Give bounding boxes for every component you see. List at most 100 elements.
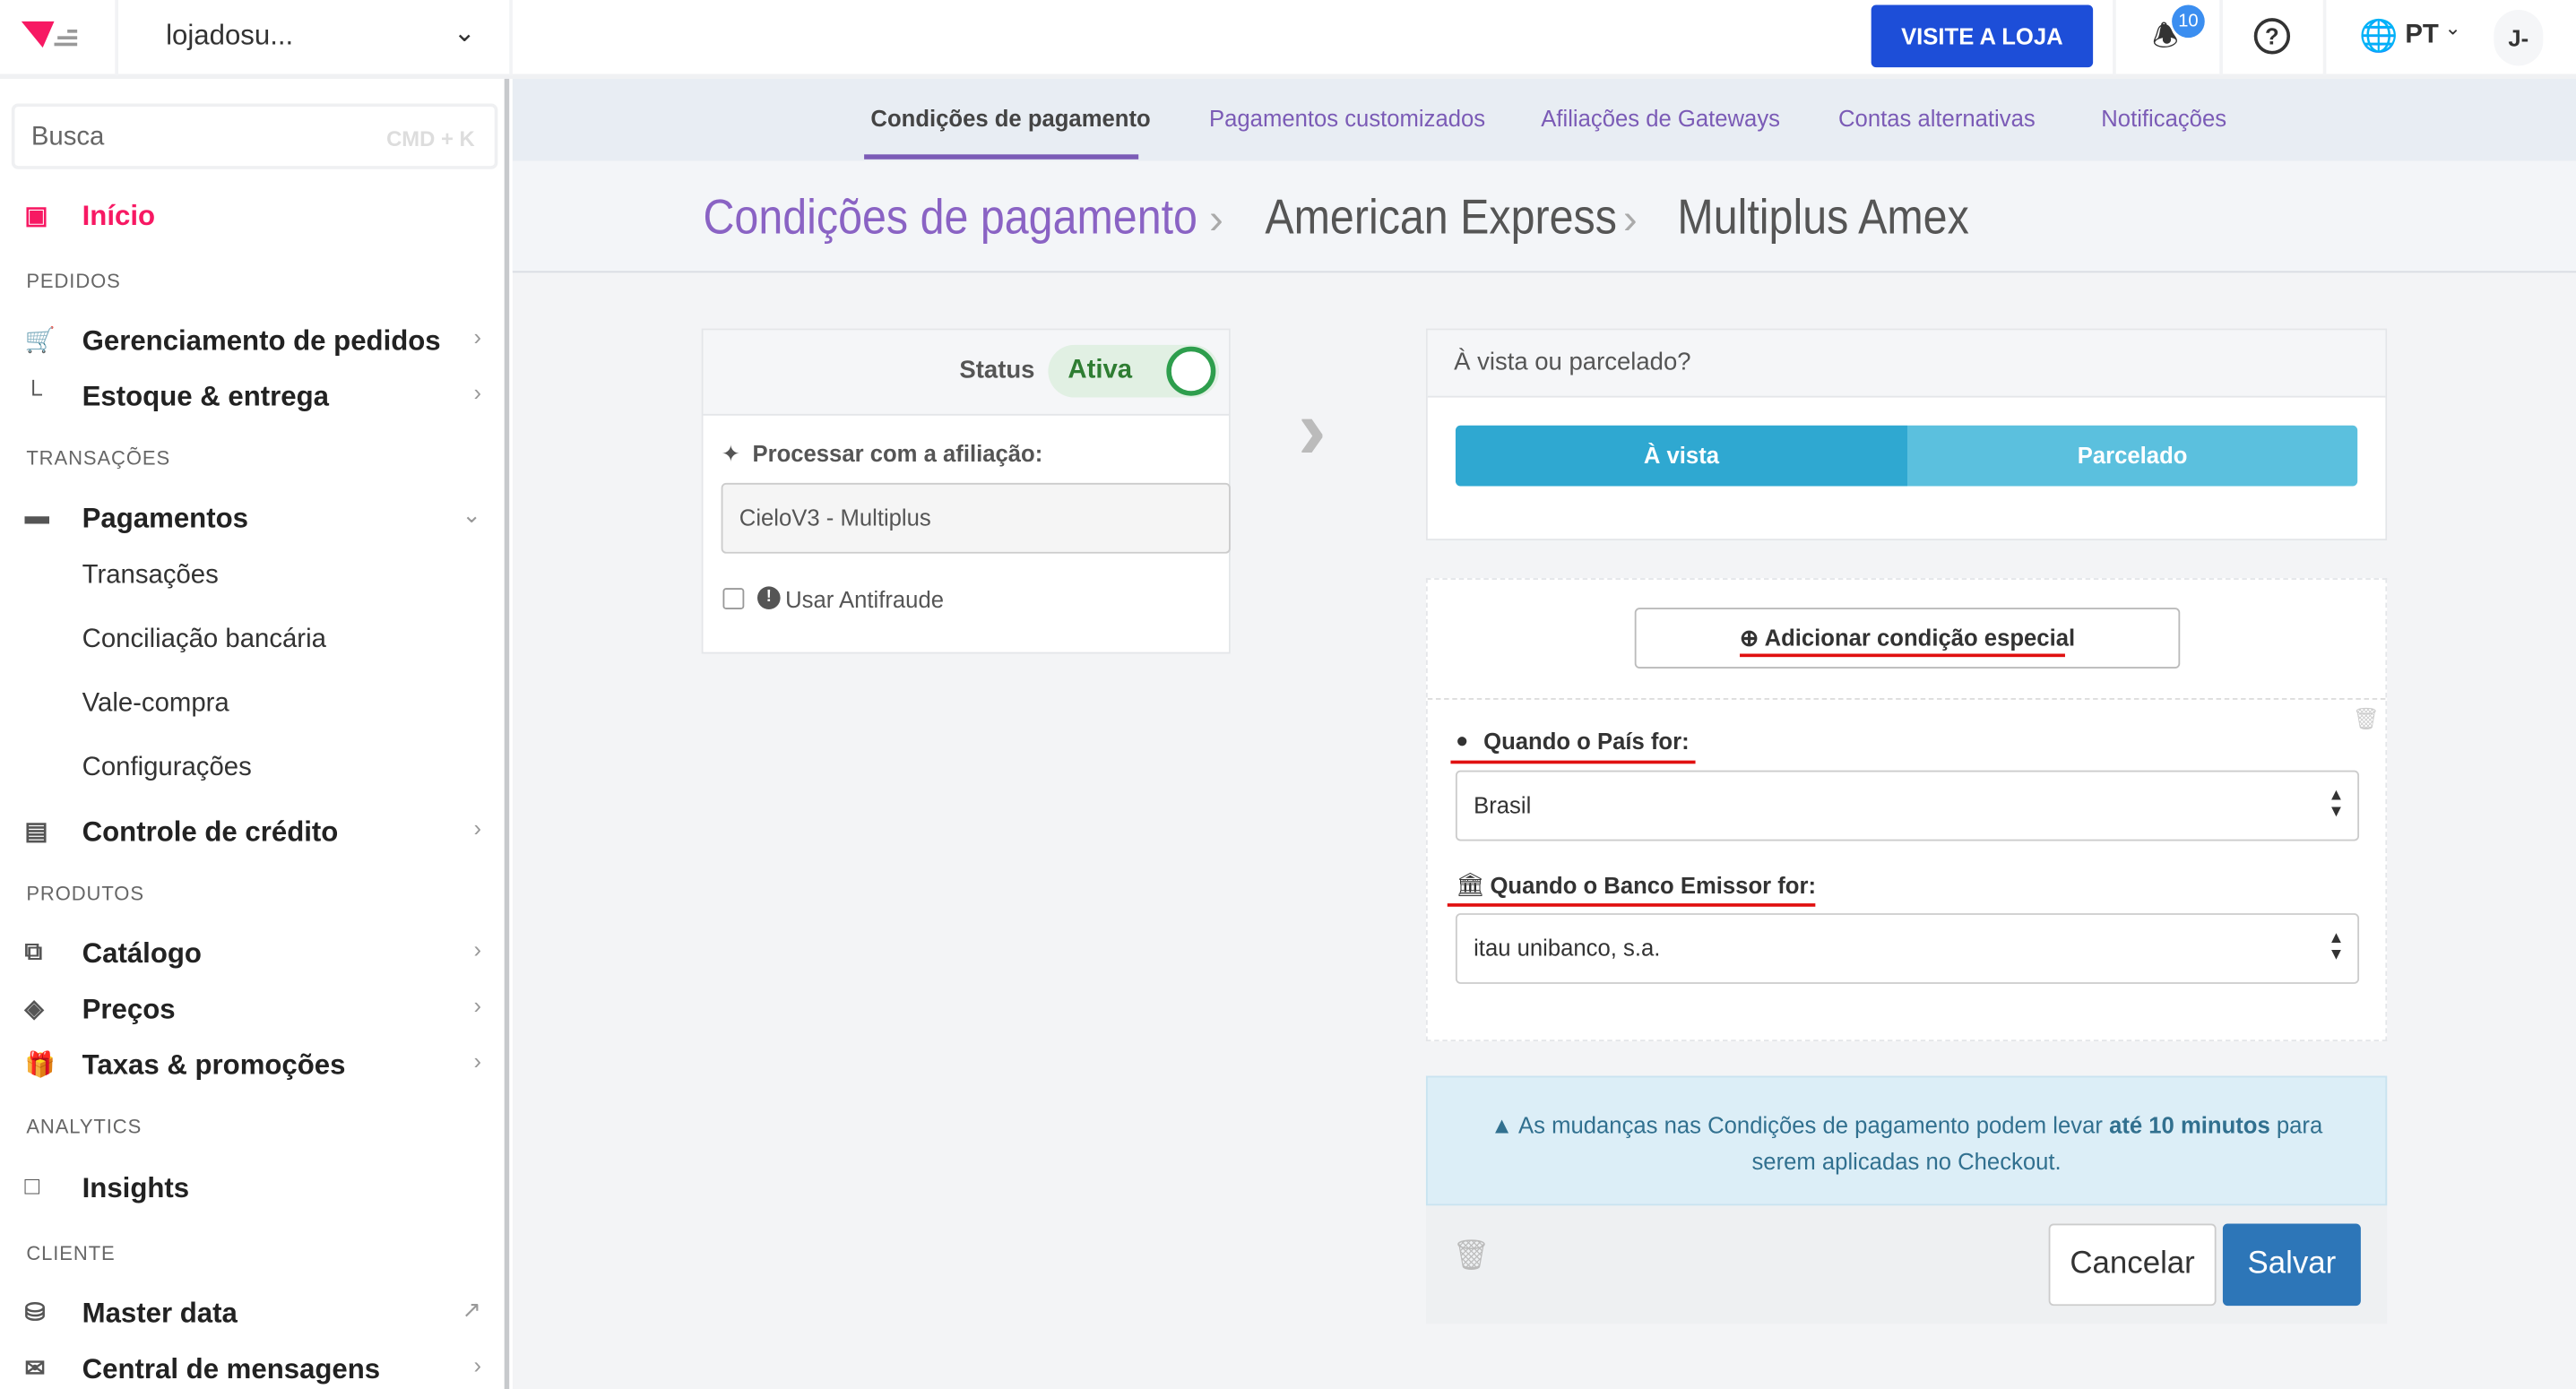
cart-icon: 🛒	[24, 326, 56, 355]
search-placeholder: Busca	[30, 123, 105, 151]
help-icon[interactable]: ?	[2253, 18, 2291, 55]
sidebar-item-insights[interactable]: □ Insights	[0, 1166, 501, 1215]
country-value: Brasil	[1474, 791, 1532, 818]
external-link-icon: ↗	[462, 1296, 482, 1323]
tab-notifications[interactable]: Notificações	[2101, 105, 2227, 132]
database-icon: ⛁	[24, 1298, 46, 1327]
gift-icon: 🎁	[24, 1051, 56, 1080]
info-notice: ▲ As mudanças nas Condições de pagamento…	[1425, 1075, 2388, 1206]
trash-icon[interactable]: 🗑	[1452, 1238, 1491, 1272]
chevron-right-icon: ›	[473, 324, 482, 350]
tab-payment-conditions[interactable]: Condições de pagamento	[870, 105, 1151, 132]
payment-type-question: À vista ou parcelado?	[1454, 348, 1691, 376]
tab-bar: Condições de pagamento Pagamentos custom…	[512, 78, 2576, 161]
section-analytics: ANALYTICS	[26, 1115, 143, 1139]
sidebar-subitem-reconciliation[interactable]: Conciliação bancária	[82, 625, 326, 654]
chevron-right-icon: ›	[473, 992, 482, 1019]
country-select[interactable]: Brasil ▲ ▼	[1455, 770, 2360, 841]
search-input[interactable]: Busca CMD + K	[11, 103, 498, 169]
add-condition-label: Adicionar condição especial	[1764, 624, 2076, 651]
sidebar-item-master-data[interactable]: ⛁ Master data ↗	[0, 1291, 501, 1341]
store-icon: ▣	[24, 202, 48, 230]
label: Pagamentos	[82, 502, 248, 534]
label: Central de mensagens	[82, 1353, 381, 1385]
sidebar-item-messages[interactable]: ✉ Central de mensagens ›	[0, 1347, 501, 1389]
notifications-button[interactable]: 🕭 10	[2132, 4, 2205, 63]
sidebar-item-catalog[interactable]: ⧉ Catálogo ›	[0, 931, 501, 980]
language-selector[interactable]: 🌐 PT ⌄	[2359, 16, 2468, 59]
language-code: PT	[2405, 21, 2439, 49]
credit-control-icon: ▤	[24, 817, 48, 846]
label: Insights	[82, 1172, 190, 1204]
affiliation-input[interactable]: CieloV3 - Multiplus	[721, 482, 1231, 554]
tab-gateway-affiliations[interactable]: Afiliações de Gateways	[1541, 105, 1781, 132]
main-content: Condições de pagamento Pagamentos custom…	[512, 78, 2576, 1389]
sidebar-item-home[interactable]: ▣ Início	[0, 194, 501, 243]
dolly-icon: └	[24, 381, 42, 410]
plug-icon: ✦	[721, 440, 741, 467]
sidebar-item-promotions[interactable]: 🎁 Taxas & promoções ›	[0, 1043, 501, 1092]
status-label: Status	[959, 356, 1035, 384]
notice-line2: serem aplicadas no Checkout.	[1751, 1148, 2062, 1175]
info-icon: !	[756, 586, 781, 610]
search-shortcut: CMD + K	[386, 126, 475, 151]
chevron-down-icon: ⌄	[2444, 16, 2461, 39]
option-cash-button[interactable]: À vista	[1455, 425, 1907, 487]
notification-badge: 10	[2172, 4, 2205, 39]
sidebar-item-orders[interactable]: 🛒 Gerenciamento de pedidos ›	[0, 319, 501, 368]
chevron-right-icon: ›	[1622, 194, 1638, 244]
chevron-right-icon: ›	[473, 1048, 482, 1074]
country-label: Quando o País for:	[1483, 727, 1690, 755]
footer-actions: 🗑 Cancelar Salvar	[1425, 1205, 2388, 1324]
credit-card-icon: ▬	[24, 502, 49, 531]
bank-label: Quando o Banco Emissor for:	[1490, 872, 1817, 899]
breadcrumb: Condições de pagamento › American Expres…	[512, 160, 2576, 273]
breadcrumb-payment-conditions[interactable]: Condições de pagamento	[703, 190, 1197, 246]
breadcrumb-multiplus-amex: Multiplus Amex	[1677, 190, 1969, 246]
payment-type-card: À vista ou parcelado? À vista Parcelado	[1425, 328, 2388, 541]
top-bar: lojadosu... ⌄ VISITE A LOJA 🕭 10 ? 🌐 PT …	[0, 0, 2576, 79]
label: Catálogo	[82, 937, 202, 970]
bank-icon: 🏛	[1455, 870, 1485, 897]
warning-icon: ▲	[1490, 1111, 1514, 1139]
trash-icon[interactable]: 🗑	[2352, 706, 2380, 731]
sidebar-subitem-gift-card[interactable]: Vale-compra	[82, 689, 229, 718]
arrow-right-icon: ›	[1297, 383, 1327, 479]
label: Controle de crédito	[82, 815, 339, 848]
breadcrumb-american-express[interactable]: American Express	[1265, 190, 1617, 246]
store-selector[interactable]: lojadosu... ⌄	[118, 0, 509, 75]
sidebar: Busca CMD + K ▣ Início PEDIDOS 🛒 Gerenciame…	[0, 78, 510, 1389]
status-value: Ativa	[1068, 356, 1133, 384]
select-arrows-icon: ▲ ▼	[2328, 929, 2345, 964]
user-avatar[interactable]: J-	[2494, 9, 2544, 66]
chevron-right-icon: ›	[473, 815, 482, 841]
chevron-right-icon: ›	[473, 379, 482, 406]
sidebar-item-prices[interactable]: ◈ Preços ›	[0, 988, 501, 1037]
sidebar-subitem-settings[interactable]: Configurações	[82, 754, 252, 782]
antifraud-checkbox[interactable]	[722, 588, 745, 610]
tag-icon: ◈	[24, 995, 44, 1023]
chevron-right-icon: ›	[473, 936, 482, 963]
bank-select[interactable]: itau unibanco, s.a. ▲ ▼	[1455, 913, 2360, 984]
save-button[interactable]: Salvar	[2222, 1223, 2361, 1307]
sidebar-item-stock[interactable]: └ Estoque & entrega ›	[0, 375, 501, 424]
label: Estoque & entrega	[82, 381, 329, 413]
section-produtos: PRODUTOS	[26, 882, 144, 905]
option-installments-button[interactable]: Parcelado	[1906, 425, 2358, 487]
status-toggle[interactable]: Ativa	[1048, 344, 1220, 398]
vtex-logo-icon[interactable]	[21, 16, 81, 52]
globe-icon: 🌐	[2359, 19, 2399, 55]
add-condition-button[interactable]: ⊕ Adicionar condição especial	[1634, 608, 2181, 669]
notice-text: As mudanças nas Condições de pagamento p…	[1518, 1111, 2110, 1139]
tab-custom-payments[interactable]: Pagamentos customizados	[1209, 105, 1486, 132]
special-conditions-card: ⊕ Adicionar condição especial 🗑 ● Quando…	[1425, 578, 2388, 1042]
visit-store-button[interactable]: VISITE A LOJA	[1871, 4, 2094, 68]
bank-value: itau unibanco, s.a.	[1474, 934, 1661, 962]
sidebar-item-payments[interactable]: ▬ Pagamentos ⌄	[0, 496, 501, 546]
sidebar-subitem-transactions[interactable]: Transações	[82, 561, 219, 591]
cancel-button[interactable]: Cancelar	[2048, 1223, 2217, 1307]
section-transacoes: TRANSAÇÕES	[26, 446, 171, 470]
label: Gerenciamento de pedidos	[82, 324, 441, 357]
sidebar-item-credit[interactable]: ▤ Controle de crédito ›	[0, 810, 501, 859]
tab-alternative-accounts[interactable]: Contas alternativas	[1838, 105, 2036, 132]
